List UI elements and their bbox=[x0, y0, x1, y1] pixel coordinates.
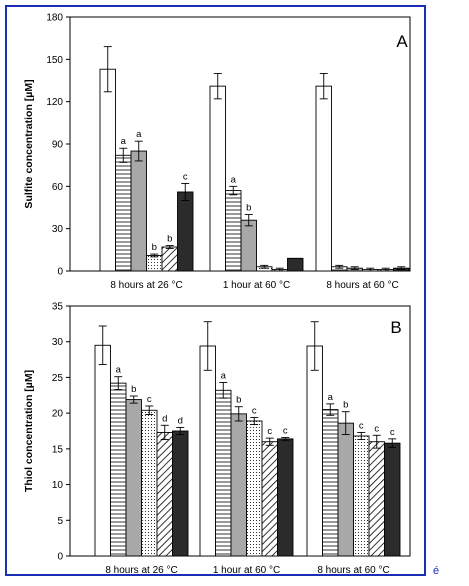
bar bbox=[161, 246, 178, 272]
significance-letter: b bbox=[131, 384, 136, 395]
significance-letter: a bbox=[116, 365, 122, 376]
bar bbox=[177, 191, 194, 272]
bar bbox=[261, 441, 278, 557]
bar bbox=[322, 409, 339, 557]
y-tick-label: 90 bbox=[52, 140, 64, 151]
y-tick-label: 30 bbox=[52, 224, 64, 235]
x-category-label: 8 hours at 60 °C bbox=[326, 280, 398, 291]
bar bbox=[94, 344, 111, 557]
bar bbox=[225, 190, 242, 272]
y-tick-label: 180 bbox=[46, 13, 63, 24]
bar bbox=[110, 382, 127, 557]
significance-letter: c bbox=[390, 427, 395, 438]
significance-letter: a bbox=[121, 136, 127, 147]
y-tick-label: 5 bbox=[57, 516, 63, 527]
bar bbox=[125, 399, 142, 557]
significance-letter: c bbox=[374, 423, 379, 434]
bar bbox=[353, 435, 370, 557]
panel-b-thiol-chart: 0 5 10 15 20 25 30 35 Thiol concentration [µM] Ba… bbox=[23, 302, 411, 576]
significance-letter: d bbox=[178, 415, 183, 426]
y-tick-label: 150 bbox=[46, 55, 63, 66]
corner-mark: é bbox=[433, 565, 439, 577]
bar bbox=[215, 389, 232, 557]
y-tick-label: 25 bbox=[52, 373, 64, 384]
y-tick-label: 20 bbox=[52, 409, 64, 420]
panel-a-sulfite-chart: 0 30 60 90 120 150 180 Sulfite concentration [µ… bbox=[23, 13, 411, 291]
x-category-label: 8 hours at 60 °C bbox=[317, 565, 389, 576]
bar bbox=[172, 430, 189, 557]
significance-letter: b bbox=[167, 234, 172, 245]
significance-letter: a bbox=[221, 370, 227, 381]
significance-letter: a bbox=[136, 129, 142, 140]
bar bbox=[368, 441, 385, 557]
significance-letter: c bbox=[252, 405, 257, 416]
y-tick-label: 35 bbox=[52, 302, 64, 313]
x-category-label: 8 hours at 26 °C bbox=[110, 280, 182, 291]
significance-letter: b bbox=[246, 203, 251, 214]
y-axis-title: Sulfite concentration [µM] bbox=[23, 79, 35, 208]
y-tick-label: 15 bbox=[52, 444, 64, 455]
bar bbox=[306, 345, 323, 557]
bar bbox=[315, 85, 332, 272]
bar bbox=[99, 68, 116, 272]
significance-letter: c bbox=[283, 425, 288, 436]
x-category-label: 1 hour at 60 °C bbox=[213, 565, 280, 576]
panel-label: B bbox=[390, 318, 401, 337]
bar bbox=[115, 154, 132, 272]
y-tick-label: 0 bbox=[57, 552, 63, 563]
bar bbox=[384, 442, 401, 557]
y-tick-label: 120 bbox=[46, 97, 63, 108]
y-tick-label: 60 bbox=[52, 182, 64, 193]
bar bbox=[141, 409, 158, 557]
bar bbox=[156, 431, 173, 557]
y-tick-label: 10 bbox=[52, 480, 64, 491]
significance-letter: c bbox=[183, 172, 188, 183]
bar bbox=[209, 85, 226, 272]
bar bbox=[246, 420, 263, 557]
y-tick-label: 30 bbox=[52, 337, 64, 348]
significance-letter: a bbox=[328, 392, 334, 403]
significance-letter: b bbox=[343, 400, 348, 411]
significance-letter: c bbox=[267, 426, 272, 437]
significance-letter: c bbox=[147, 394, 152, 405]
bar bbox=[240, 219, 257, 272]
bar bbox=[287, 257, 304, 272]
bar bbox=[146, 255, 163, 272]
x-category-label: 1 hour at 60 °C bbox=[223, 280, 290, 291]
x-category-label: 8 hours at 26 °C bbox=[105, 565, 177, 576]
significance-letter: c bbox=[359, 420, 364, 431]
y-tick-label: 0 bbox=[57, 267, 63, 278]
significance-letter: d bbox=[162, 413, 167, 424]
y-axis-title: Thiol concentration [µM] bbox=[23, 370, 35, 492]
bar bbox=[130, 150, 147, 272]
bar bbox=[277, 438, 294, 557]
bar bbox=[230, 413, 247, 557]
panel-label: A bbox=[396, 32, 408, 51]
significance-letter: b bbox=[236, 395, 241, 406]
significance-letter: b bbox=[152, 242, 157, 253]
bar bbox=[337, 422, 354, 557]
significance-letter: a bbox=[231, 174, 237, 185]
bar bbox=[199, 345, 216, 557]
